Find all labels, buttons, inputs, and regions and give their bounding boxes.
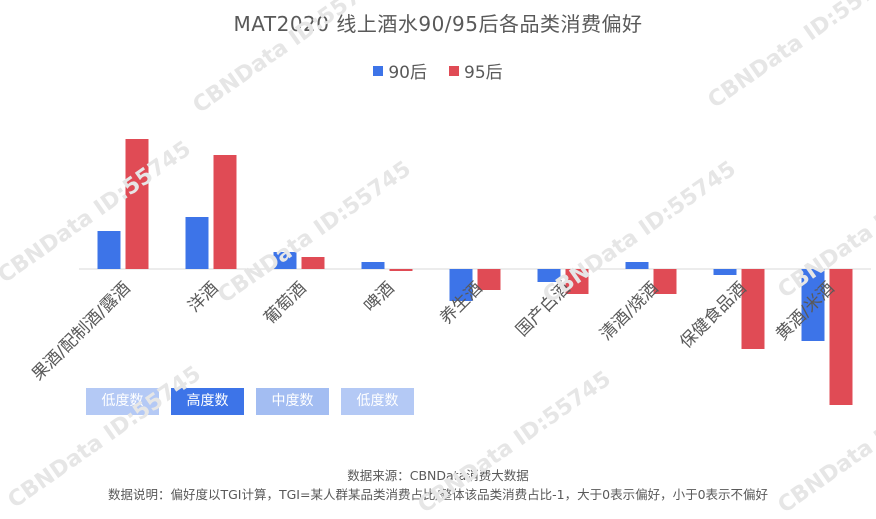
legend-item-95: 95后 xyxy=(449,58,503,83)
bar-95-8 xyxy=(829,269,853,405)
legend-label-95: 95后 xyxy=(464,63,503,83)
bar-95-0 xyxy=(125,139,149,269)
bar-90-5 xyxy=(537,269,561,282)
bar-90-6 xyxy=(625,262,649,269)
bar-90-4 xyxy=(449,269,473,301)
legend-swatch-90 xyxy=(373,65,384,76)
legend-item-90: 90后 xyxy=(373,58,427,83)
legend-swatch-95 xyxy=(449,65,459,76)
legend: 90后 95后 xyxy=(0,58,876,83)
bar-95-6 xyxy=(653,269,677,294)
tag-mid-degree[interactable]: 中度数 xyxy=(256,388,329,415)
bar-90-2 xyxy=(273,252,297,269)
bar-90-8 xyxy=(801,269,825,341)
data-source: 数据来源：CBNData消费大数据 xyxy=(347,468,529,483)
category-label: 葡萄酒 xyxy=(260,278,310,328)
tag-low-degree-1[interactable]: 低度数 xyxy=(86,388,159,415)
category-label: 果酒/配制酒/露酒 xyxy=(28,278,134,384)
bar-90-0 xyxy=(97,231,121,269)
tag-high-degree[interactable]: 高度数 xyxy=(171,388,244,415)
tag-low-degree-2[interactable]: 低度数 xyxy=(341,388,414,415)
bar-95-7 xyxy=(741,269,765,349)
bar-90-7 xyxy=(713,269,737,275)
bar-95-1 xyxy=(213,155,237,269)
bar-90-3 xyxy=(361,262,385,269)
category-label: 保健食品酒 xyxy=(676,278,750,352)
chart-title: MAT2020 线上酒水90/95后各品类消费偏好 xyxy=(233,12,643,36)
category-label: 国产白酒 xyxy=(512,278,574,340)
degree-tags: 低度数 高度数 中度数 低度数 xyxy=(86,388,414,415)
bar-95-5 xyxy=(565,269,589,294)
bar-95-4 xyxy=(477,269,501,290)
bar-95-2 xyxy=(301,257,325,269)
category-label: 清酒/烧酒 xyxy=(596,278,662,344)
legend-label-90: 90后 xyxy=(388,63,427,83)
category-label: 啤酒 xyxy=(360,278,398,316)
category-label: 洋酒 xyxy=(184,278,222,316)
bar-chart: 果酒/配制酒/露酒 洋酒 葡萄酒 啤酒 养生酒 国产白酒 清酒/烧酒 保健食品酒 黄酒/米酒 xyxy=(28,139,871,405)
data-note: 数据说明：偏好度以TGI计算，TGI=某人群某品类消费占比/整体该品类消费占比-… xyxy=(107,487,769,502)
bar-90-1 xyxy=(185,217,209,269)
bar-95-3 xyxy=(389,269,413,271)
